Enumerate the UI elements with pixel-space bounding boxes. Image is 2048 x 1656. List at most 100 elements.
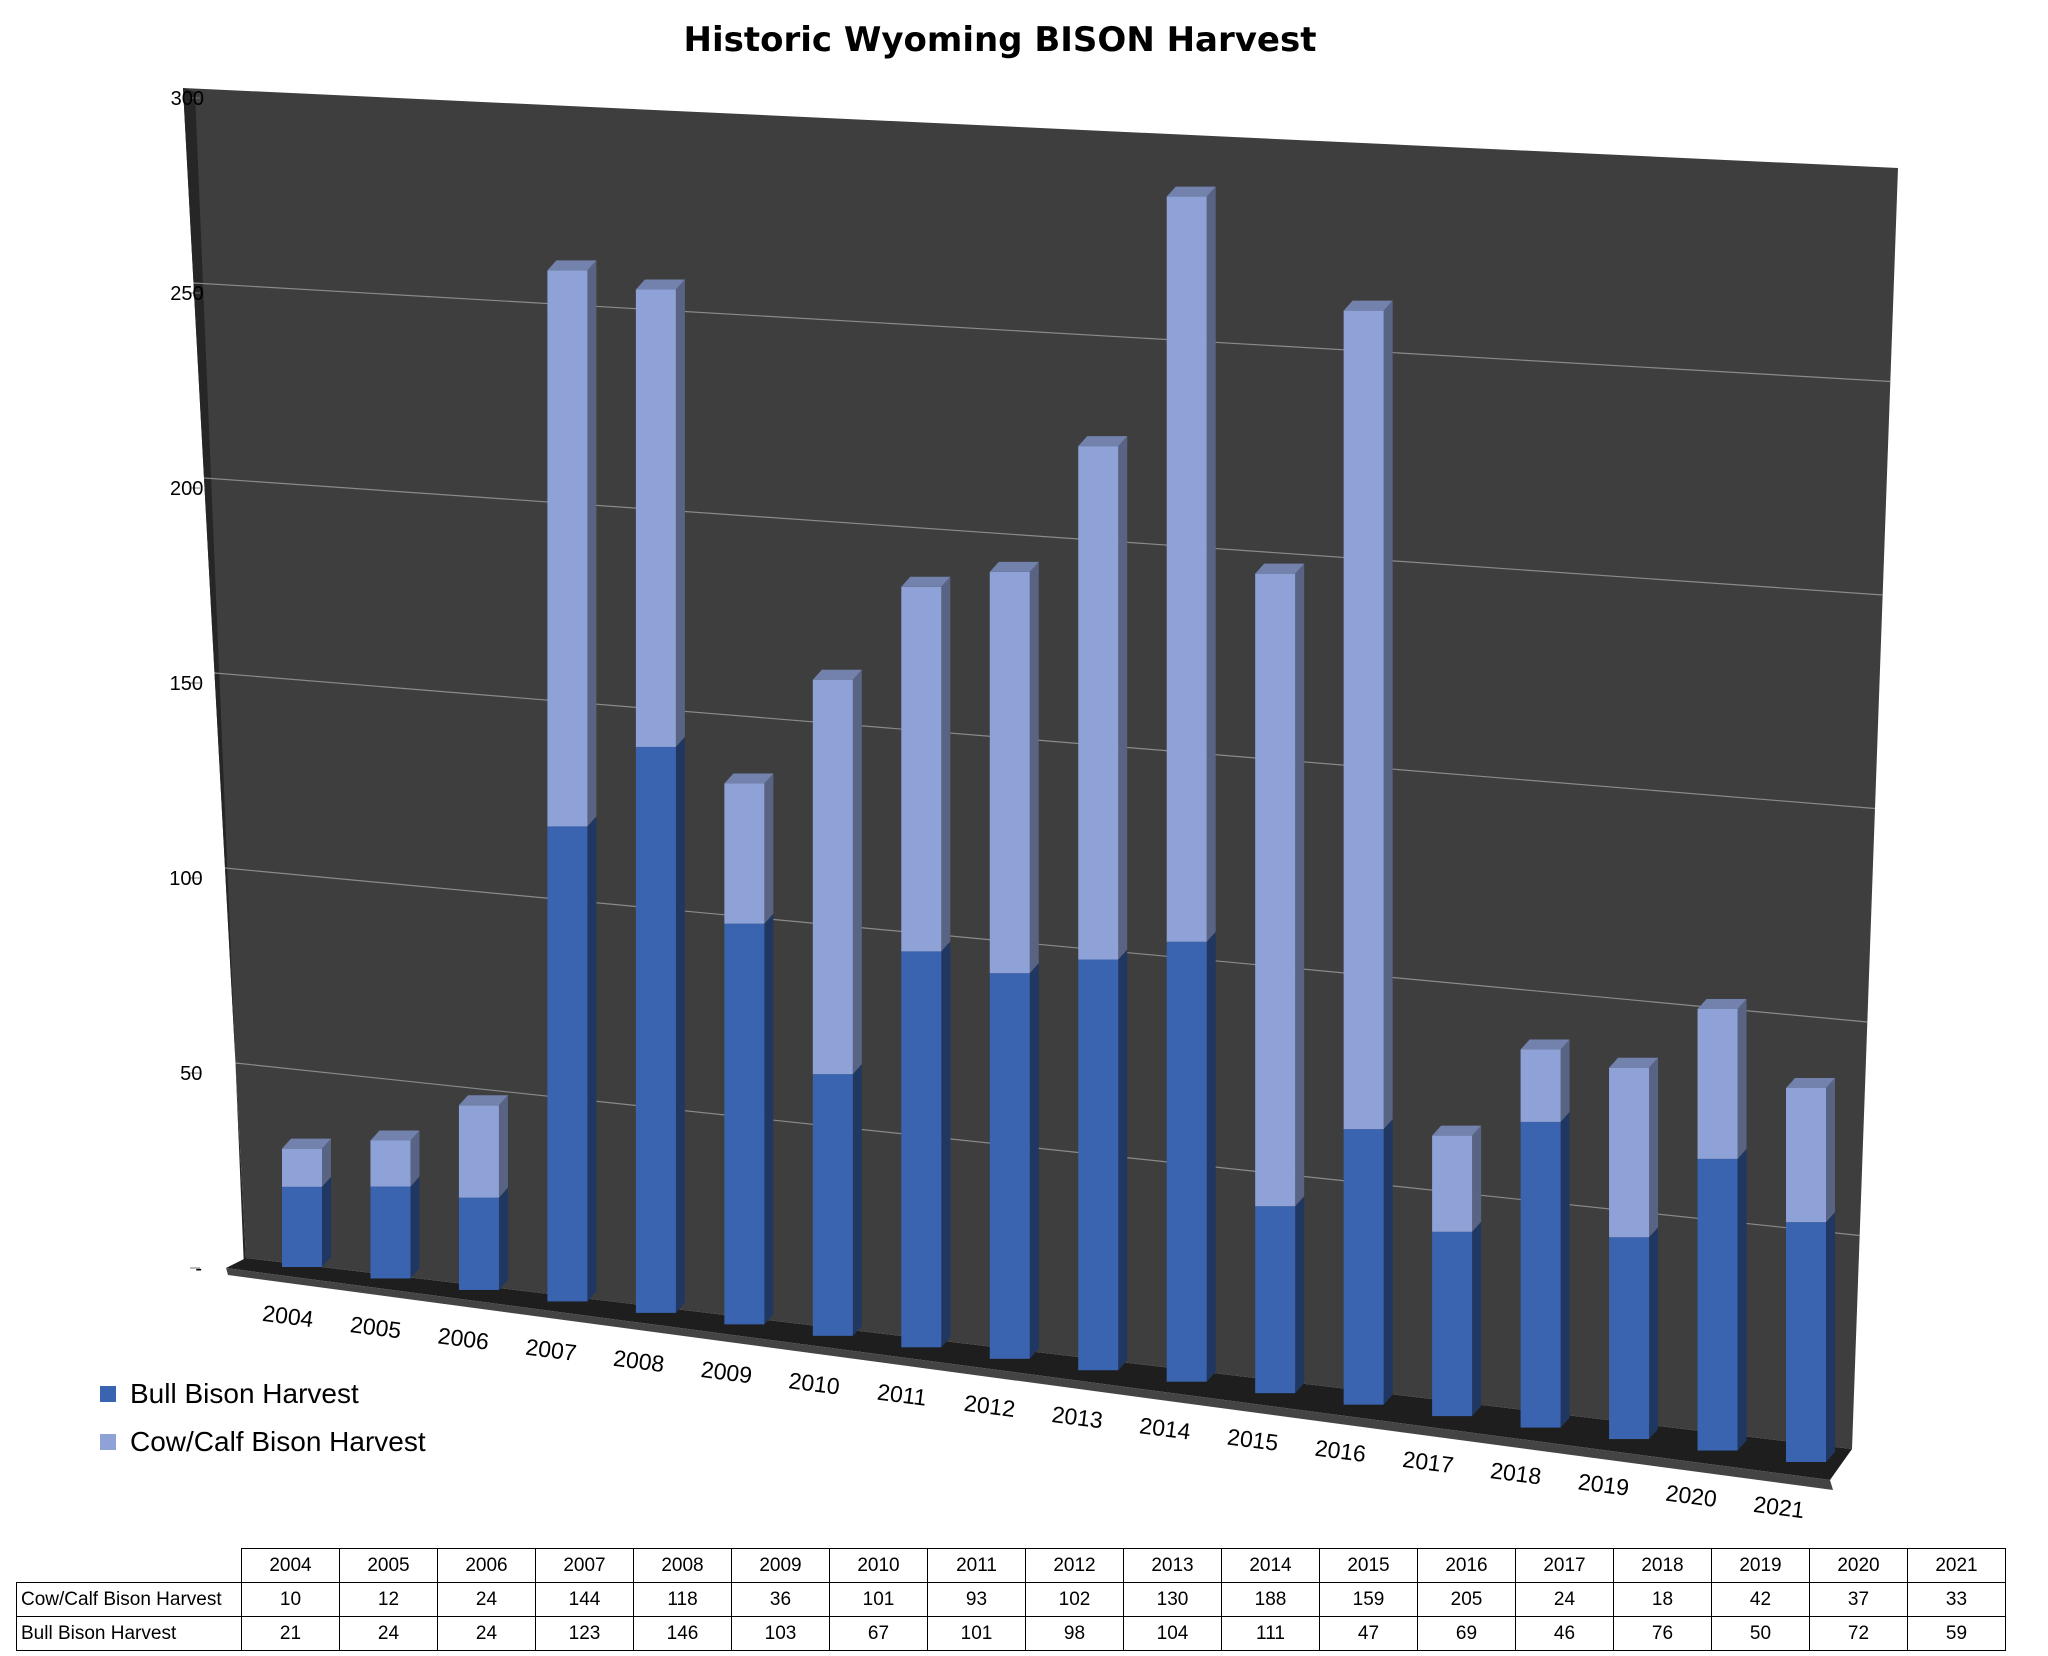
bar-segment-bull-side [1206,931,1216,1382]
bar-segment-bull-side [1826,1212,1835,1462]
bar-top-cowcalf [1697,998,1747,1009]
bar-top-cowcalf [901,576,951,587]
table-header-cell: 2015 [1319,1548,1418,1583]
floor [226,1258,1852,1480]
table-cell: 146 [633,1616,732,1651]
x-tick-label: 2017 [1401,1446,1455,1478]
bar-segment-cowcalf [1166,196,1207,942]
bar-2019 [1609,1057,1659,1440]
bar-segment-cowcalf [1432,1135,1473,1232]
table-cell: 104 [1123,1616,1222,1651]
bar-segment-cowcalf-side [1383,300,1393,1130]
table-cell: 103 [731,1616,830,1651]
bar-top-cowcalf [370,1130,420,1141]
bar-segment-cowcalf [1078,446,1119,960]
bar-segment-cowcalf [282,1148,322,1187]
legend-swatch-bull [100,1386,116,1402]
table-header-cell: 2005 [339,1548,438,1583]
bar-2006 [458,1095,508,1290]
bar-segment-cowcalf-side [1737,998,1747,1159]
bar-segment-cowcalf [370,1140,411,1187]
bar-2008 [635,279,685,1313]
y-axis-ticks: - 50 100 150 200 250 300 [169,88,204,1280]
table-header-cell: 2013 [1123,1548,1222,1583]
table-cell: 188 [1221,1582,1320,1617]
table-header-cell: 2007 [535,1548,634,1583]
bar-top-cowcalf [458,1095,508,1106]
gridline [235,1062,1860,1237]
bar-top-cowcalf [282,1138,331,1149]
bar-segment-cowcalf-side [1472,1125,1482,1232]
table-header-cell: 2009 [731,1548,830,1583]
bar-2020 [1697,998,1747,1451]
bar-2018 [1520,1039,1570,1428]
x-tick-label: 2012 [963,1390,1017,1422]
chart-gridlines [193,282,1891,1237]
bar-segment-cowcalf-side [1649,1057,1659,1238]
gridline [214,672,1876,810]
bar-segment-cowcalf-side [1029,561,1039,974]
bar-top-cowcalf [635,279,685,290]
chart-walls [183,88,1898,1490]
bar-segment-bull [1520,1121,1561,1428]
table-cell: 18 [1613,1582,1712,1617]
bar-segment-cowcalf-side [852,669,862,1075]
bar-segment-bull [370,1186,411,1279]
bar-segment-cowcalf-side [1560,1039,1570,1122]
bar-segment-bull [901,951,942,1348]
table-cell: 36 [731,1582,830,1617]
table-row-label: Bull Bison Harvest [16,1616,242,1651]
bar-segment-cowcalf [989,571,1030,974]
table-cell: 102 [1025,1582,1124,1617]
legend-swatch-cowcalf [100,1434,116,1450]
table-cell: 93 [927,1582,1026,1617]
table-cell: 130 [1123,1582,1222,1617]
bar-segment-bull-side [764,913,774,1325]
table-cell: 118 [633,1582,732,1617]
bar-2011 [901,576,951,1348]
x-tick-label: 2009 [700,1356,754,1388]
x-tick-label: 2019 [1577,1468,1631,1500]
table-cell: 144 [535,1582,634,1617]
table-header-cell: 2010 [829,1548,928,1583]
bar-segment-cowcalf-side [1826,1077,1835,1223]
gridline [193,282,1891,383]
bar-segment-bull [989,973,1030,1359]
table-cell: 76 [1613,1616,1712,1651]
bar-segment-cowcalf [547,270,588,827]
y-tick-label: 300 [171,88,204,110]
bar-2017 [1432,1125,1482,1417]
table-header-cell: 2021 [1907,1548,2006,1583]
x-axis-ticks: 2004 2005 2006 2007 2008 2009 2010 2011 2012 2013… [261,1300,1806,1523]
y-tick-label: - [195,1258,202,1280]
bar-2010 [812,669,862,1336]
bar-segment-bull-side [1118,949,1128,1371]
bar-segment-bull-side [587,816,597,1302]
bar-segment-cowcalf-side [322,1138,331,1187]
table-header-cell: 2016 [1417,1548,1516,1583]
bar-2005 [370,1130,420,1279]
bar-segment-bull-side [941,941,951,1348]
y-tick-label: 150 [170,673,203,695]
side-wall [183,88,246,1268]
y-tick-label: 200 [170,478,203,500]
table-header-cell: 2018 [1613,1548,1712,1583]
table-header-cell: 2011 [927,1548,1026,1583]
table-header-cell: 2012 [1025,1548,1124,1583]
bar-segment-cowcalf-side [675,279,685,747]
x-tick-label: 2006 [436,1322,490,1354]
x-tick-label: 2015 [1226,1424,1280,1456]
bar-segment-bull-side [1029,963,1039,1359]
bar-segment-bull [547,826,588,1302]
bar-segment-cowcalf [1520,1049,1561,1122]
table-cell: 111 [1221,1616,1320,1651]
bar-segment-bull-side [1472,1221,1482,1417]
bar-segment-bull [1786,1222,1826,1462]
x-tick-label: 2016 [1313,1435,1367,1467]
x-tick-label: 2020 [1664,1480,1718,1512]
gridline [224,867,1868,1023]
x-tick-label: 2021 [1752,1491,1806,1523]
bar-segment-cowcalf-side [410,1130,420,1187]
bar-2007 [547,260,597,1302]
table-row: Bull Bison Harvest 21 24 24 123 146 103 67 101 98… [16,1616,2006,1651]
